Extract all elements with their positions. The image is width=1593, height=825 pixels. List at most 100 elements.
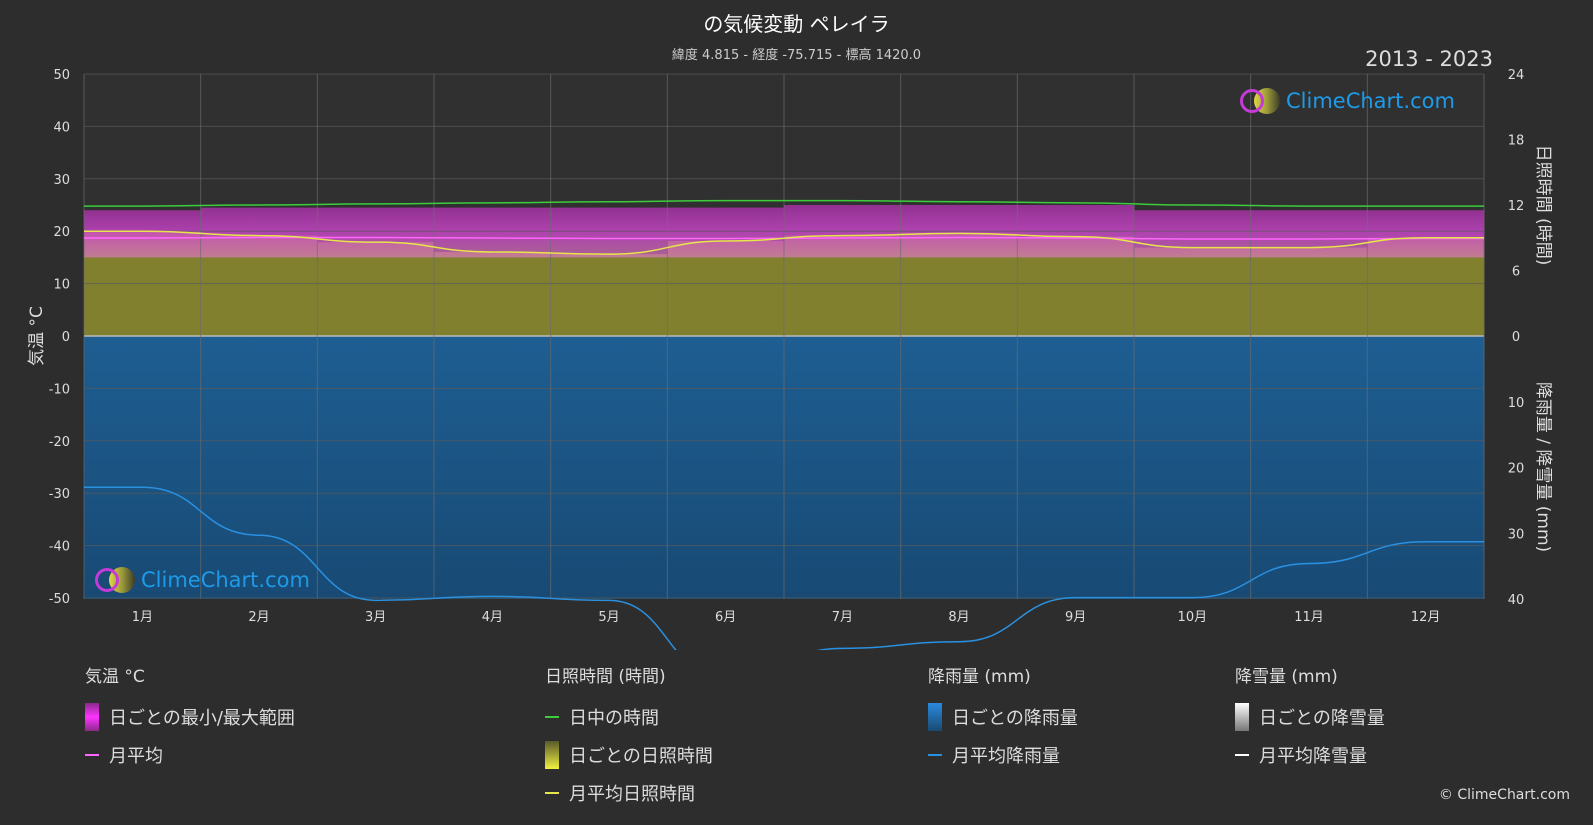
legend-label: 日ごとの降雪量 xyxy=(1259,708,1385,729)
temperature-tick-label: 10 xyxy=(53,278,70,293)
month-tick-label: 7月 xyxy=(832,610,853,625)
chart-title: の気候変動 ペレイラ xyxy=(703,12,890,36)
month-tick-label: 6月 xyxy=(715,610,736,625)
temperature-range-bar xyxy=(1134,210,1252,258)
temperature-tick-label: -50 xyxy=(49,592,70,607)
month-tick-label: 8月 xyxy=(948,610,969,625)
daily-sunshine-bar xyxy=(434,251,552,336)
rain-tick-label: 30 xyxy=(1508,527,1525,542)
temperature-tick-label: 20 xyxy=(53,225,70,240)
swatch-daily-rain xyxy=(928,703,942,731)
month-tick-label: 10月 xyxy=(1178,610,1208,625)
precipitation-axis-title: 降雨量 / 降雪量 (mm) xyxy=(1533,382,1553,552)
rain-tick-label: 40 xyxy=(1508,593,1525,608)
daylight-line xyxy=(84,199,1484,207)
legend-title: 降雪量 (mm) xyxy=(1235,667,1338,687)
rain-tick-label: 10 xyxy=(1508,396,1525,411)
legend-title: 降雨量 (mm) xyxy=(928,667,1031,687)
daily-rain-bar xyxy=(1134,336,1252,599)
legend-item: 日ごとの日照時間 xyxy=(545,736,713,774)
daily-rain-bar xyxy=(667,336,785,599)
swatch-daily-snow xyxy=(1235,703,1249,731)
sunshine-tick-label: 24 xyxy=(1508,68,1525,83)
temperature-tick-label: 0 xyxy=(62,330,70,345)
series-lines xyxy=(83,199,1484,650)
temperature-range-bar xyxy=(550,207,668,258)
sunshine-tick-label: 12 xyxy=(1508,199,1525,214)
month-tick-label: 11月 xyxy=(1294,610,1324,625)
sunshine-tick-label: 6 xyxy=(1512,265,1520,280)
month-tick-label: 9月 xyxy=(1065,610,1086,625)
daily-rain-bar xyxy=(1250,336,1368,599)
legend-title: 気温 °C xyxy=(85,667,145,687)
legend-item: 月平均 xyxy=(85,736,295,774)
temperature-range-bar xyxy=(84,210,202,258)
chart-subtitle: 緯度 4.815 - 経度 -75.715 - 標高 1420.0 xyxy=(671,48,922,63)
axes: 50 40 30 20 10 0 -10 -20 -30 -40 -50 24 18 12 6 0 10 20 30… xyxy=(27,68,1553,625)
daily-rain-bar xyxy=(317,336,435,599)
temperature-tick-label: -30 xyxy=(49,487,70,502)
daily-sunshine-bar xyxy=(317,242,435,336)
daily-rain-bar xyxy=(1367,336,1485,599)
month-tick-label: 2月 xyxy=(248,610,269,625)
temperature-range-bar xyxy=(317,207,435,258)
temperature-tick-label: -10 xyxy=(49,382,70,397)
swatch-range xyxy=(85,703,99,731)
temperature-tick-label: 50 xyxy=(53,68,70,83)
temperature-range-bar xyxy=(1250,210,1368,258)
daily-sunshine-bar xyxy=(550,254,668,336)
temperature-tick-label: -40 xyxy=(49,540,70,555)
daily-rain-bar xyxy=(900,336,1018,599)
legend-item: 日ごとの降雨量 xyxy=(928,698,1078,736)
sunshine-tick-label: 18 xyxy=(1508,134,1525,149)
daily-sunshine-bar xyxy=(1134,247,1252,336)
month-tick-label: 1月 xyxy=(132,610,153,625)
legend-sunshine: 日照時間 (時間) 日中の時間 日ごとの日照時間 月平均日照時間 xyxy=(545,662,713,812)
legend-label: 日中の時間 xyxy=(569,708,659,729)
temperature-axis-title: 気温 °C xyxy=(27,306,47,366)
swatch-rain-mean xyxy=(928,754,942,756)
legend-item: 月平均降雨量 xyxy=(928,736,1078,774)
daily-rain-bar xyxy=(784,336,902,599)
temperature-range-bar xyxy=(667,207,785,258)
logo-text: ClimeChart.com xyxy=(141,568,310,592)
climate-chart: 50 40 30 20 10 0 -10 -20 -30 -40 -50 24 18 12 6 0 10 20 30… xyxy=(27,68,1553,650)
legend-label: 月平均降雪量 xyxy=(1259,746,1367,767)
swatch-mean xyxy=(85,754,99,756)
temperature-range-bar xyxy=(1367,210,1485,258)
temperature-range-bar xyxy=(200,207,318,258)
daily-rain-bar xyxy=(434,336,552,599)
legend-label: 日ごとの日照時間 xyxy=(569,746,713,767)
temperature-tick-label: -20 xyxy=(49,435,70,450)
legend-rain: 降雨量 (mm) 日ごとの降雨量 月平均降雨量 xyxy=(928,662,1078,774)
daily-sunshine-bar xyxy=(1250,247,1368,336)
daily-rain-bar xyxy=(200,336,318,599)
legend-item: 月平均降雪量 xyxy=(1235,736,1385,774)
month-tick-label: 12月 xyxy=(1411,610,1441,625)
logo-ring-icon xyxy=(95,568,119,592)
swatch-daily-sunshine xyxy=(545,741,559,769)
sunshine-axis-title: 日照時間 (時間) xyxy=(1533,145,1553,266)
logo-bottom: ClimeChart.com xyxy=(95,567,310,593)
sunshine-mean-line xyxy=(84,230,1484,255)
legend-item: 日中の時間 xyxy=(545,698,713,736)
rain-mean-line xyxy=(84,486,1484,650)
daily-rain-bar xyxy=(550,336,668,599)
daily-rain-bar xyxy=(84,336,202,599)
legend-title: 日照時間 (時間) xyxy=(545,667,666,687)
legend-item: 日ごとの最小/最大範囲 xyxy=(85,698,295,736)
daily-rain-bar xyxy=(1017,336,1135,599)
logo-top: ClimeChart.com xyxy=(1240,88,1455,114)
legend-label: 日ごとの降雨量 xyxy=(952,708,1078,729)
legend-label: 日ごとの最小/最大範囲 xyxy=(109,708,295,729)
swatch-daylight xyxy=(545,716,559,718)
legend-label: 月平均日照時間 xyxy=(569,784,695,805)
sunshine-tick-label: 0 xyxy=(1512,330,1520,345)
legend-snow: 降雪量 (mm) 日ごとの降雪量 月平均降雪量 xyxy=(1235,662,1385,774)
month-tick-label: 4月 xyxy=(482,610,503,625)
legend-item: 月平均日照時間 xyxy=(545,774,713,812)
copyright: © ClimeChart.com xyxy=(1438,787,1570,803)
temperature-tick-label: 30 xyxy=(53,173,70,188)
legend-item: 日ごとの降雪量 xyxy=(1235,698,1385,736)
swatch-sunshine-mean xyxy=(545,792,559,794)
